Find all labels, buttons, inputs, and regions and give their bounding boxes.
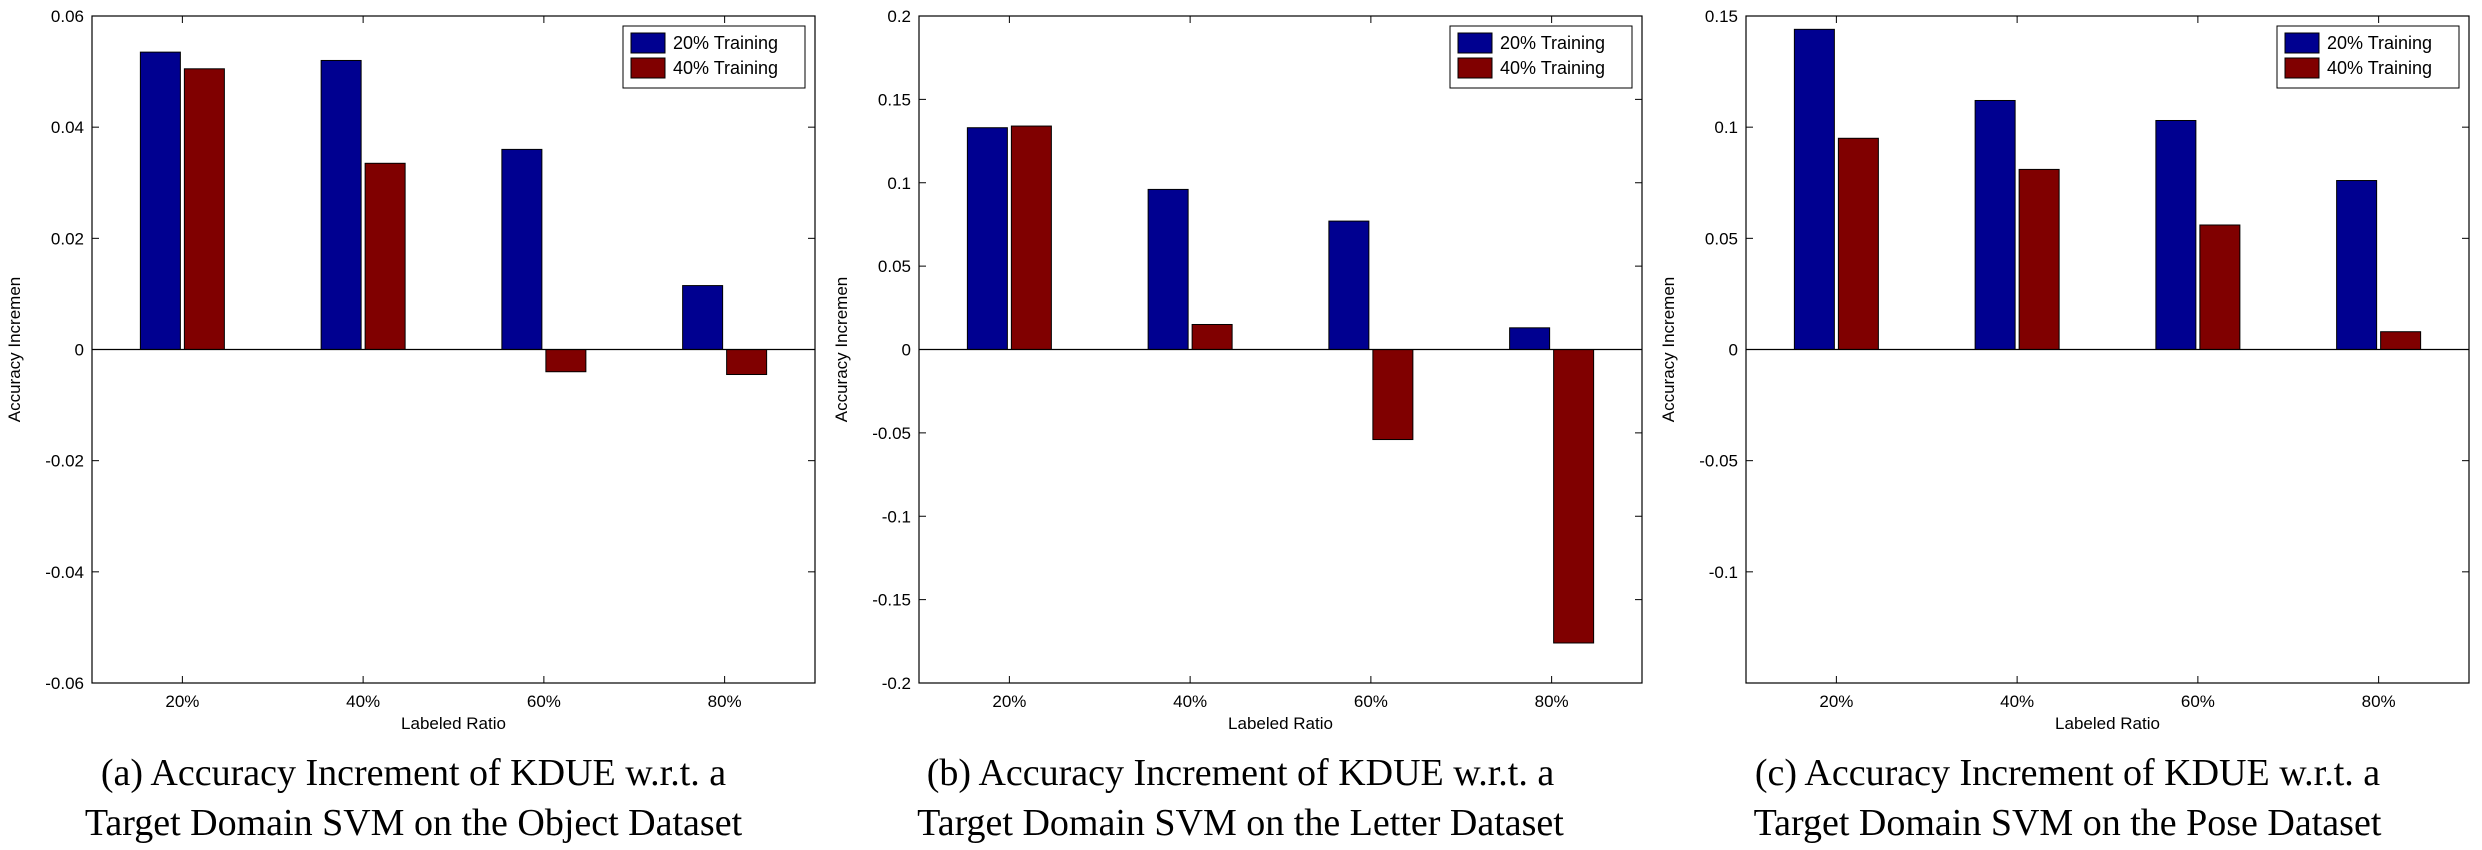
x-tick-label: 40%	[346, 692, 380, 711]
bar-series-2-2	[1191, 323, 1233, 350]
bar-series-2-4	[726, 349, 768, 376]
y-tick-label: 0	[902, 341, 911, 360]
bar-series-1-3	[1328, 220, 1370, 350]
legend-label: 40% Training	[1500, 58, 1605, 78]
y-tick-label: 0.1	[1714, 118, 1738, 137]
bar-series-2-4	[2380, 331, 2422, 351]
caption-line-2: Target Domain SVM on the Letter Dataset	[917, 802, 1564, 844]
bar-series-2-3	[1372, 349, 1414, 441]
x-tick-label: 20%	[165, 692, 199, 711]
bar-series-1-1	[1793, 28, 1835, 351]
bar-series-1-4	[2336, 180, 2378, 350]
y-tick-label: -0.1	[1709, 563, 1738, 582]
bar-series-1-2	[1974, 99, 2016, 350]
y-axis-label: Accuracy Incremen	[5, 277, 24, 423]
bar-series-2-3	[2199, 224, 2241, 350]
y-tick-label: -0.15	[872, 591, 911, 610]
y-tick-label: 0.05	[1705, 229, 1738, 248]
x-tick-label: 20%	[992, 692, 1026, 711]
legend-swatch	[2284, 57, 2320, 79]
caption-pose: (c) Accuracy Increment of KDUE w.r.t. a …	[1654, 748, 2481, 848]
bar-series-1-3	[501, 148, 543, 350]
legend-label: 20% Training	[1500, 33, 1605, 53]
y-tick-label: -0.05	[872, 424, 911, 443]
x-tick-label: 40%	[1173, 692, 1207, 711]
caption-line-1: (c) Accuracy Increment of KDUE w.r.t. a	[1754, 752, 2381, 794]
bar-series-2-3	[545, 349, 587, 373]
y-tick-label: -0.1	[882, 507, 911, 526]
y-tick-label: 0.15	[878, 90, 911, 109]
legend-swatch	[2284, 32, 2320, 54]
y-tick-label: 0.1	[887, 174, 911, 193]
y-tick-label: 0.2	[887, 7, 911, 26]
legend-swatch	[1457, 32, 1493, 54]
y-tick-label: -0.05	[1699, 452, 1738, 471]
caption-line-2: Target Domain SVM on the Object Dataset	[84, 802, 743, 844]
x-tick-label: 40%	[2000, 692, 2034, 711]
y-tick-label: 0	[1729, 341, 1738, 360]
x-axis-label: Labeled Ratio	[2055, 714, 2160, 733]
chart-panel-object: -0.06 -0.04 -0.02 0 0.02 0.04 0.06 20% 40% 60% 80%…	[5, 7, 816, 733]
bar-series-1-2	[1147, 188, 1189, 350]
y-tick-label: 0.15	[1705, 7, 1738, 26]
bar-series-1-2	[320, 59, 362, 350]
legend-label: 40% Training	[2327, 58, 2432, 78]
bar-series-1-1	[966, 127, 1008, 350]
bar-series-2-1	[1010, 125, 1052, 351]
y-tick-label: -0.04	[45, 563, 84, 582]
legend: 20% Training 40% Training	[622, 25, 806, 89]
legend: 20% Training 40% Training	[1449, 25, 1633, 89]
caption-object: (a) Accuracy Increment of KDUE w.r.t. a …	[0, 748, 827, 848]
x-tick-label: 80%	[708, 692, 742, 711]
y-tick-label: 0.04	[51, 118, 84, 137]
y-axis-label: Accuracy Incremen	[1659, 277, 1678, 423]
chart-panel-pose: -0.1 -0.05 0 0.05 0.1 0.15 20% 40% 60% 80% Labeled…	[1659, 7, 2470, 733]
caption-line-2: Target Domain SVM on the Pose Dataset	[1753, 802, 2382, 844]
legend-swatch	[630, 57, 666, 79]
y-tick-label: 0.05	[878, 257, 911, 276]
bar-series-1-3	[2155, 119, 2197, 350]
x-tick-label: 60%	[527, 692, 561, 711]
legend-label: 20% Training	[673, 33, 778, 53]
y-tick-label: 0.02	[51, 229, 84, 248]
caption-line-1: (b) Accuracy Increment of KDUE w.r.t. a	[926, 752, 1555, 794]
y-tick-label: -0.2	[882, 674, 911, 693]
y-tick-label: -0.06	[45, 674, 84, 693]
x-axis-label: Labeled Ratio	[401, 714, 506, 733]
y-axis-label: Accuracy Incremen	[832, 277, 851, 423]
y-tick-label: 0	[75, 341, 84, 360]
y-tick-label: 0.06	[51, 7, 84, 26]
x-tick-label: 80%	[1535, 692, 1569, 711]
x-tick-label: 60%	[1354, 692, 1388, 711]
caption-line-1: (a) Accuracy Increment of KDUE w.r.t. a	[100, 752, 727, 794]
y-tick-label: -0.02	[45, 452, 84, 471]
bar-series-1-1	[139, 51, 181, 350]
caption-letter: (b) Accuracy Increment of KDUE w.r.t. a …	[827, 748, 1654, 848]
bar-series-2-1	[1837, 137, 1879, 350]
bar-series-2-4	[1553, 349, 1595, 644]
legend-label: 40% Training	[673, 58, 778, 78]
bar-series-1-4	[1509, 327, 1551, 351]
x-axis-label: Labeled Ratio	[1228, 714, 1333, 733]
bar-series-2-1	[183, 68, 225, 350]
x-tick-label: 60%	[2181, 692, 2215, 711]
legend-swatch	[630, 32, 666, 54]
bar-series-1-4	[682, 285, 724, 350]
x-tick-label: 20%	[1819, 692, 1853, 711]
legend-label: 20% Training	[2327, 33, 2432, 53]
bar-series-2-2	[2018, 168, 2060, 350]
legend-swatch	[1457, 57, 1493, 79]
bar-series-2-2	[364, 162, 406, 350]
x-tick-label: 80%	[2362, 692, 2396, 711]
chart-panel-letter: -0.2 -0.15 -0.1 -0.05 0 0.05 0.1 0.15 0.2 20% 40% 6…	[832, 7, 1643, 733]
legend: 20% Training 40% Training	[2276, 25, 2460, 89]
